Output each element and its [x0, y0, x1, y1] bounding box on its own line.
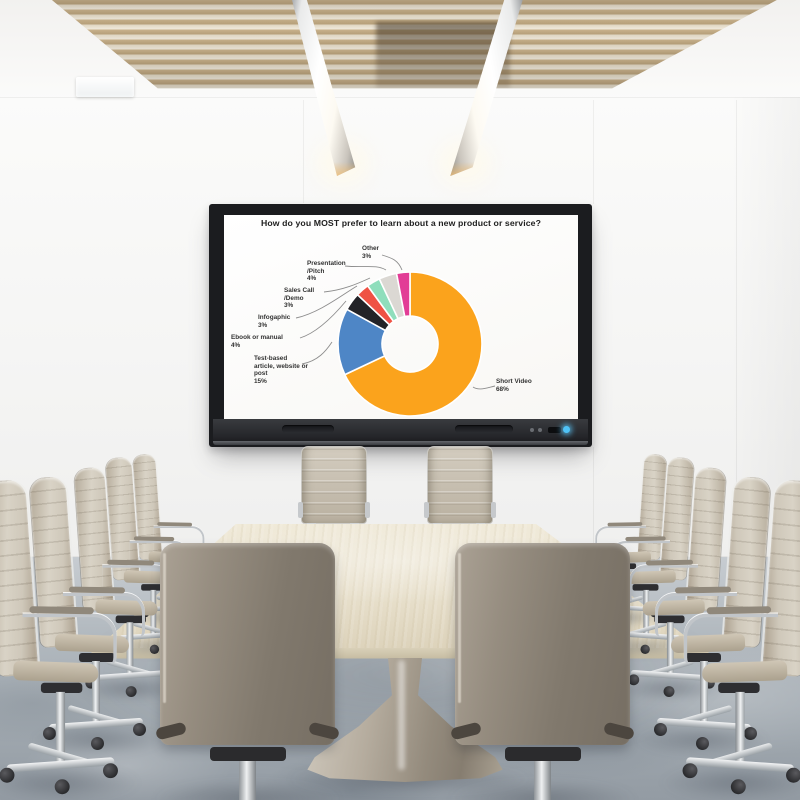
chair-mechanism: [141, 584, 168, 591]
chair-armrest-frame: [63, 593, 145, 637]
callout-infogaphic: Infogaphic 3%: [258, 314, 291, 329]
caster-wheel: [91, 737, 104, 750]
caster-wheel: [43, 727, 56, 740]
callout-other: Other 3%: [362, 245, 380, 260]
chair-backrest: [427, 446, 493, 524]
speaker-grille: [282, 425, 334, 433]
chair-gas-lift: [239, 761, 256, 800]
office-chair-foreground: [145, 543, 350, 800]
chair-body: [653, 478, 800, 800]
donut-chart: [295, 254, 496, 417]
caster-wheel: [149, 644, 160, 654]
right-wall-corner-seam: [736, 100, 737, 555]
ceiling-wall-junction: [0, 97, 800, 98]
chair-mechanism: [505, 747, 581, 761]
wall-panel-seam: [593, 100, 594, 204]
recessed-ceiling-light: [76, 77, 134, 97]
wall-panel-seam: [303, 100, 304, 203]
caster-wheel: [682, 763, 697, 779]
chair-armrest-frame: [683, 613, 778, 665]
wall-panel-seam: [593, 447, 594, 555]
chair-gas-lift: [92, 661, 100, 723]
caster-wheel: [103, 763, 118, 779]
callout-test-based: Test-based article, website or post 15%: [254, 355, 308, 386]
sensor-slot: [548, 427, 561, 433]
pedestal-highlight: [398, 660, 405, 770]
chair-armrest-pad: [29, 606, 94, 615]
chair-backrest: [455, 543, 630, 745]
speaker-grille: [455, 425, 513, 433]
chair-gas-lift: [55, 691, 66, 764]
chair-body: [25, 475, 171, 760]
chart-title: How do you MOST prefer to learn about a …: [261, 218, 541, 228]
leader-lines: [295, 254, 496, 390]
callout-presentation: Presentation /Pitch 4%: [307, 260, 346, 283]
chair-edge-highlight: [163, 553, 166, 703]
chair-armrest-pad: [706, 606, 771, 615]
display-screen: How do you MOST prefer to learn about a …: [224, 215, 578, 419]
conference-table-edge: [87, 648, 713, 659]
office-chair-far-end: [424, 446, 496, 532]
control-button: [530, 428, 534, 432]
donut-slice-0: [343, 271, 483, 417]
office-chair-far-end: [298, 446, 370, 532]
chair-gas-lift: [534, 761, 551, 800]
chair-armrest: [365, 502, 370, 518]
chair-armrest-frame: [22, 613, 117, 665]
office-chair-side: [25, 475, 171, 760]
caster-wheel: [54, 779, 70, 795]
office-chair-side: [0, 478, 147, 800]
callout-sales-call: Sales Call /Demo 3%: [284, 287, 315, 310]
chair-mechanism: [40, 682, 83, 694]
donut-slice-6: [395, 271, 411, 318]
chair-seat: [701, 660, 788, 684]
callout-short-video: Short Video 68%: [496, 378, 532, 393]
chair-gas-lift: [126, 622, 134, 675]
chair-edge-highlight: [458, 553, 461, 703]
control-button: [538, 428, 542, 432]
chair-backrest: [160, 543, 335, 745]
chair-armrest: [298, 502, 303, 518]
chair-body: [0, 478, 147, 800]
wall-display: How do you MOST prefer to learn about a …: [209, 204, 592, 447]
caster-wheel: [133, 723, 146, 736]
donut-slices: [337, 271, 483, 417]
display-bottom-edge: [213, 441, 588, 445]
chair-backrest: [301, 446, 367, 524]
caster-wheel: [85, 677, 97, 689]
power-led: [563, 426, 570, 433]
caster-wheel: [730, 779, 746, 795]
office-chair-foreground: [440, 543, 645, 800]
display-bottom-bezel: [213, 419, 588, 441]
chair-seat: [12, 660, 99, 684]
office-chair-side: [653, 478, 800, 800]
caster-wheel: [125, 686, 137, 697]
chair-armrest-frame: [153, 526, 205, 554]
chair-armrest: [424, 502, 429, 518]
caster-wheel: [0, 767, 15, 783]
callout-ebook: Ebook or manual 4%: [231, 334, 283, 349]
chair-armrest: [491, 502, 496, 518]
chair-mechanism: [210, 747, 286, 761]
caster-wheel: [785, 767, 800, 783]
